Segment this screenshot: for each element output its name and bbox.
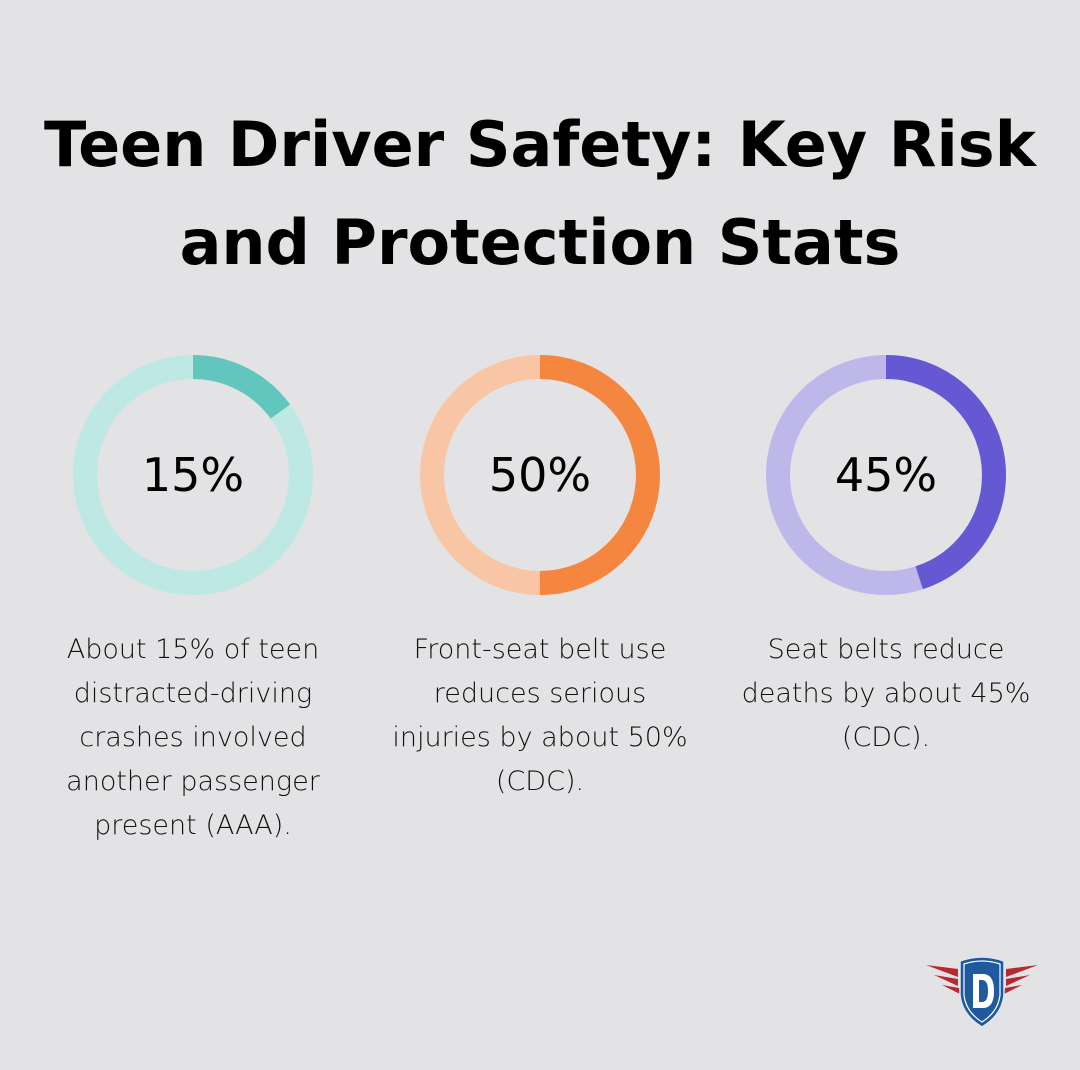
shield-icon (959, 956, 1005, 1028)
stat-description: Front-seat belt use reduces serious inju… (392, 634, 688, 797)
stat-description: About 15% of teen distracted-driving cra… (66, 634, 320, 841)
letter-d-icon (973, 974, 994, 1008)
donut-value-arc (766, 355, 1006, 595)
wings-icon (926, 965, 1038, 994)
stat-card-1: 15% About 15% of teen distracted-driving… (43, 350, 343, 848)
stat-card-2: 50% Front-seat belt use reduces serious … (390, 350, 690, 804)
percentage-label: 45% (834, 448, 938, 502)
donut-chart: 45% (761, 350, 1011, 600)
stat-card-3: 45% Seat belts reduce deaths by about 45… (736, 350, 1036, 760)
stat-description: Seat belts reduce deaths by about 45% (C… (741, 634, 1031, 753)
page-title: Teen Driver Safety: Key Risk and Protect… (44, 108, 1036, 279)
donut-chart: 15% (68, 350, 318, 600)
brand-logo (924, 955, 1040, 1035)
donut-chart: 50% (415, 350, 665, 600)
percentage-label: 50% (488, 448, 592, 502)
donut-value-arc (420, 355, 660, 595)
donut-value-arc (73, 355, 313, 595)
percentage-label: 15% (141, 448, 245, 502)
